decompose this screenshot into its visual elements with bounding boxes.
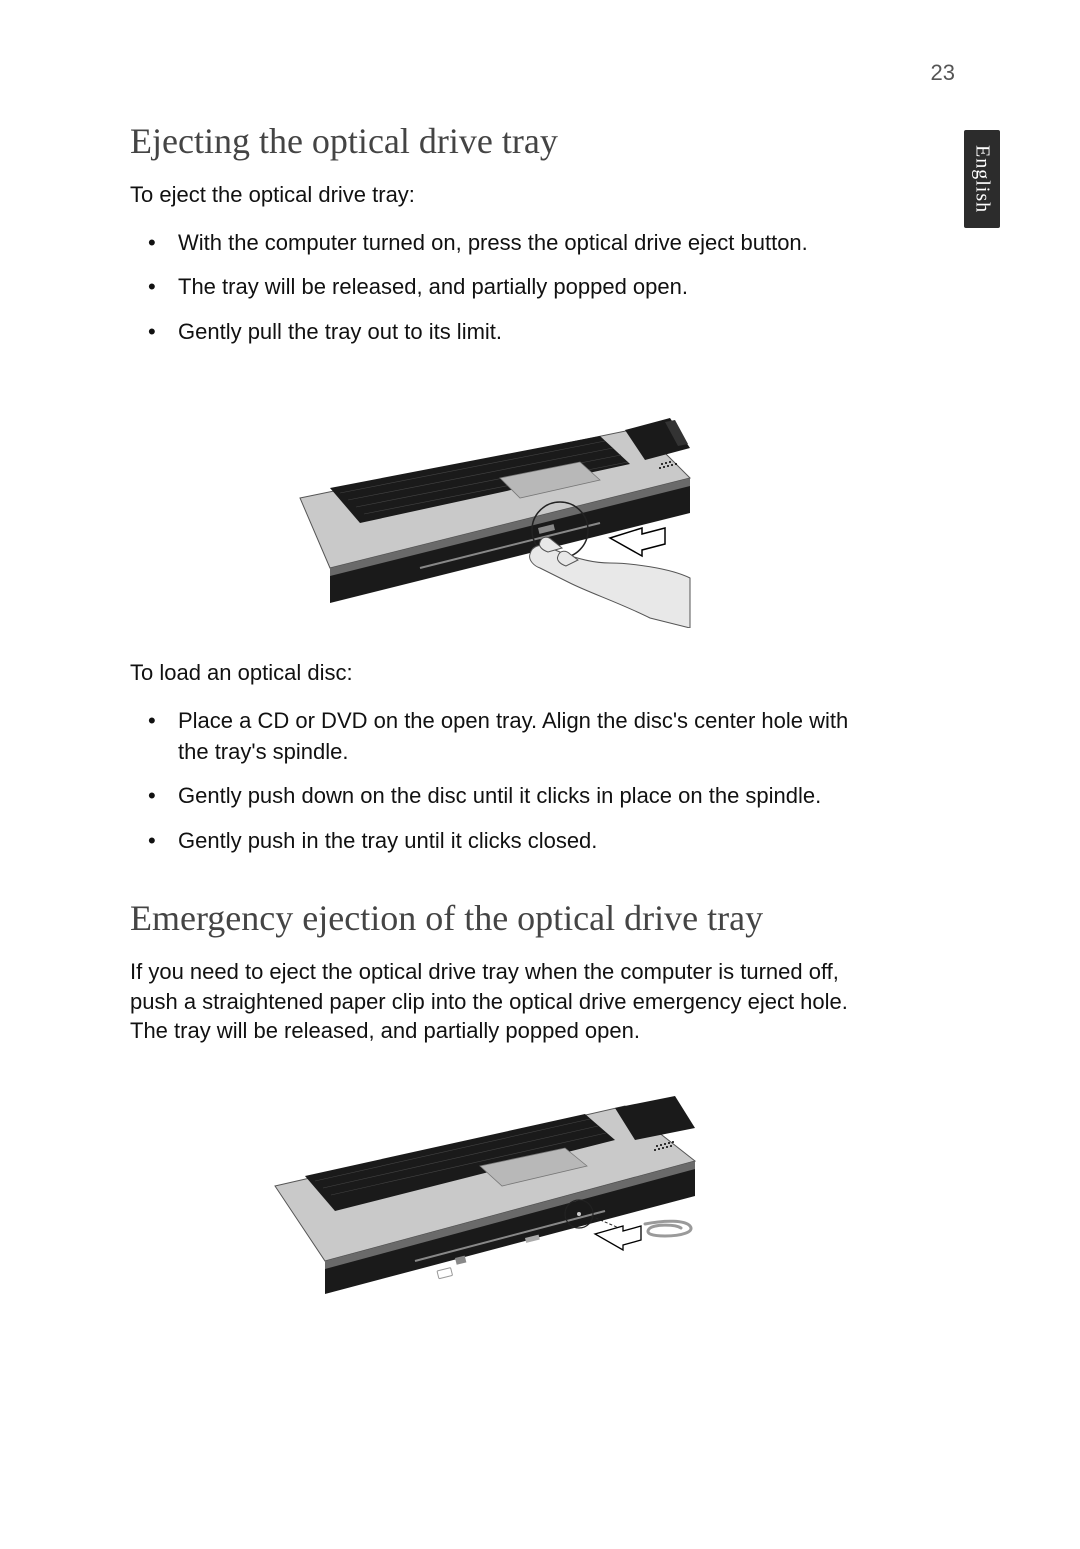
- list-item: Place a CD or DVD on the open tray. Alig…: [130, 706, 850, 768]
- language-tab: English: [964, 130, 1000, 228]
- body-emergency: If you need to eject the optical drive t…: [130, 957, 850, 1046]
- heading-eject-tray: Ejecting the optical drive tray: [130, 120, 850, 162]
- list-item: Gently push in the tray until it clicks …: [130, 826, 850, 857]
- list-item: Gently pull the tray out to its limit.: [130, 317, 850, 348]
- list-item: With the computer turned on, press the o…: [130, 228, 850, 259]
- page: 23 English Ejecting the optical drive tr…: [0, 0, 1080, 1549]
- arrow-icon: [595, 1226, 641, 1250]
- intro-load: To load an optical disc:: [130, 658, 850, 688]
- page-number: 23: [931, 60, 955, 86]
- figure-emergency-eject: [130, 1066, 850, 1296]
- heading-emergency-eject: Emergency ejection of the optical drive …: [130, 897, 850, 939]
- list-item: The tray will be released, and partially…: [130, 272, 850, 303]
- list-item: Gently push down on the disc until it cl…: [130, 781, 850, 812]
- language-tab-label: English: [971, 145, 994, 213]
- laptop-emergency-illustration: [265, 1066, 715, 1296]
- paperclip-icon: [645, 1221, 691, 1236]
- arrow-icon: [610, 528, 665, 556]
- steps-load: Place a CD or DVD on the open tray. Alig…: [130, 706, 850, 857]
- steps-eject: With the computer turned on, press the o…: [130, 228, 850, 348]
- laptop-eject-illustration: [270, 368, 710, 628]
- hand-icon: [530, 537, 690, 628]
- figure-eject-button: [130, 368, 850, 628]
- intro-eject: To eject the optical drive tray:: [130, 180, 850, 210]
- main-content: Ejecting the optical drive tray To eject…: [130, 120, 850, 1296]
